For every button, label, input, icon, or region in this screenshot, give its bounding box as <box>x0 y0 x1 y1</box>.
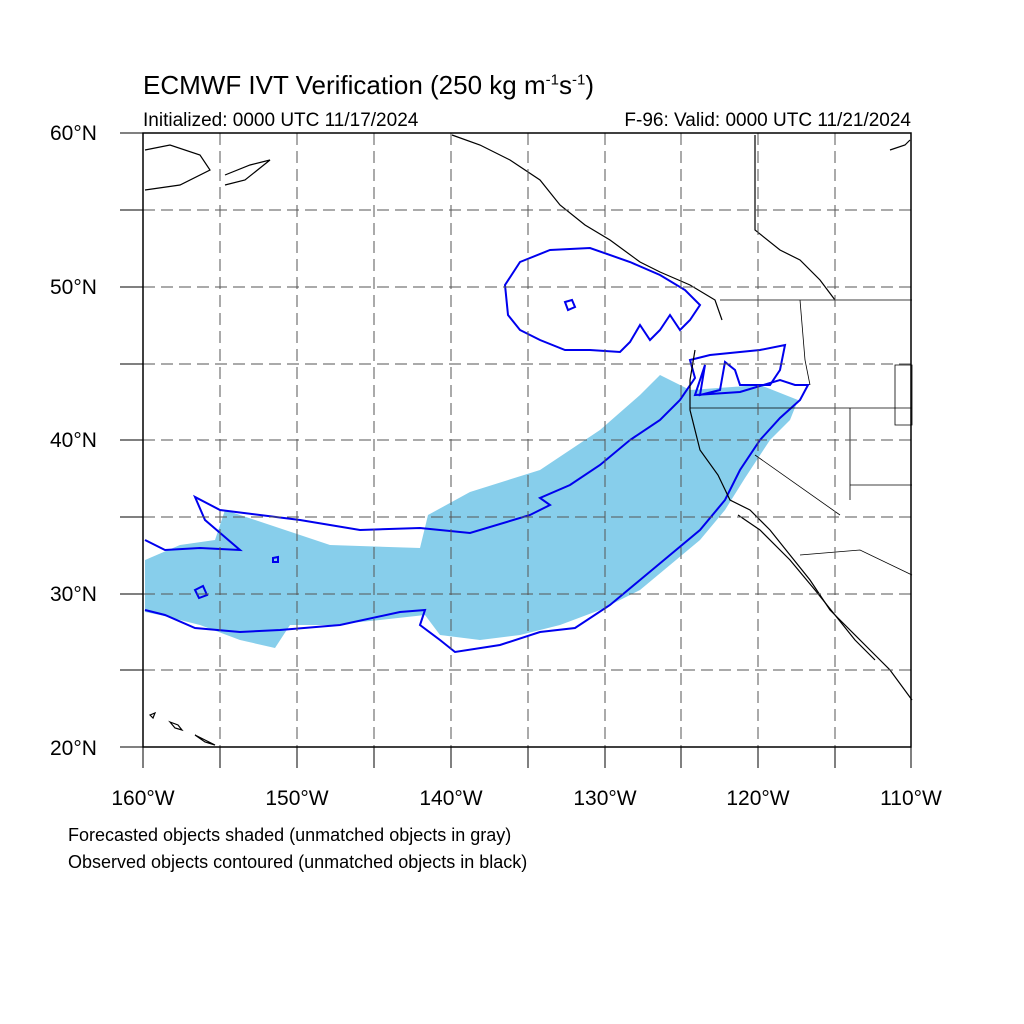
observed-ivt-contour-islet <box>193 584 209 600</box>
lon-label-150w: 150°W <box>265 787 329 810</box>
observed-ivt-contour-north-inner <box>563 298 577 312</box>
initialized-time: Initialized: 0000 UTC 11/17/2024 <box>143 110 419 131</box>
lat-label-60n: 60°N <box>50 122 97 145</box>
forecast-ivt-object <box>145 375 798 648</box>
observed-ivt-contour-main <box>144 343 810 654</box>
forecast-note: Forecasted objects shaded (unmatched obj… <box>68 825 512 845</box>
observed-note: Observed objects contoured (unmatched ob… <box>68 852 528 872</box>
political-borders <box>690 299 913 576</box>
lat-label-30n: 30°N <box>50 583 97 606</box>
valid-time: F-96: Valid: 0000 UTC 11/21/2024 <box>624 110 911 131</box>
lat-label-20n: 20°N <box>50 737 97 760</box>
axis-ticks <box>120 132 912 768</box>
lon-label-160w: 160°W <box>111 787 175 810</box>
lon-label-120w: 120°W <box>726 787 790 810</box>
map-title: ECMWF IVT Verification (250 kg m-1s-1) <box>143 70 594 100</box>
lat-label-40n: 40°N <box>50 429 97 452</box>
lon-label-110w: 110°W <box>880 787 942 810</box>
lat-label-50n: 50°N <box>50 276 97 299</box>
observed-ivt-contour-north <box>503 246 702 354</box>
observed-ivt-contour-dot <box>272 555 279 563</box>
lat-lon-grid <box>143 133 911 747</box>
lon-label-130w: 130°W <box>573 787 637 810</box>
lon-label-140w: 140°W <box>419 787 483 810</box>
